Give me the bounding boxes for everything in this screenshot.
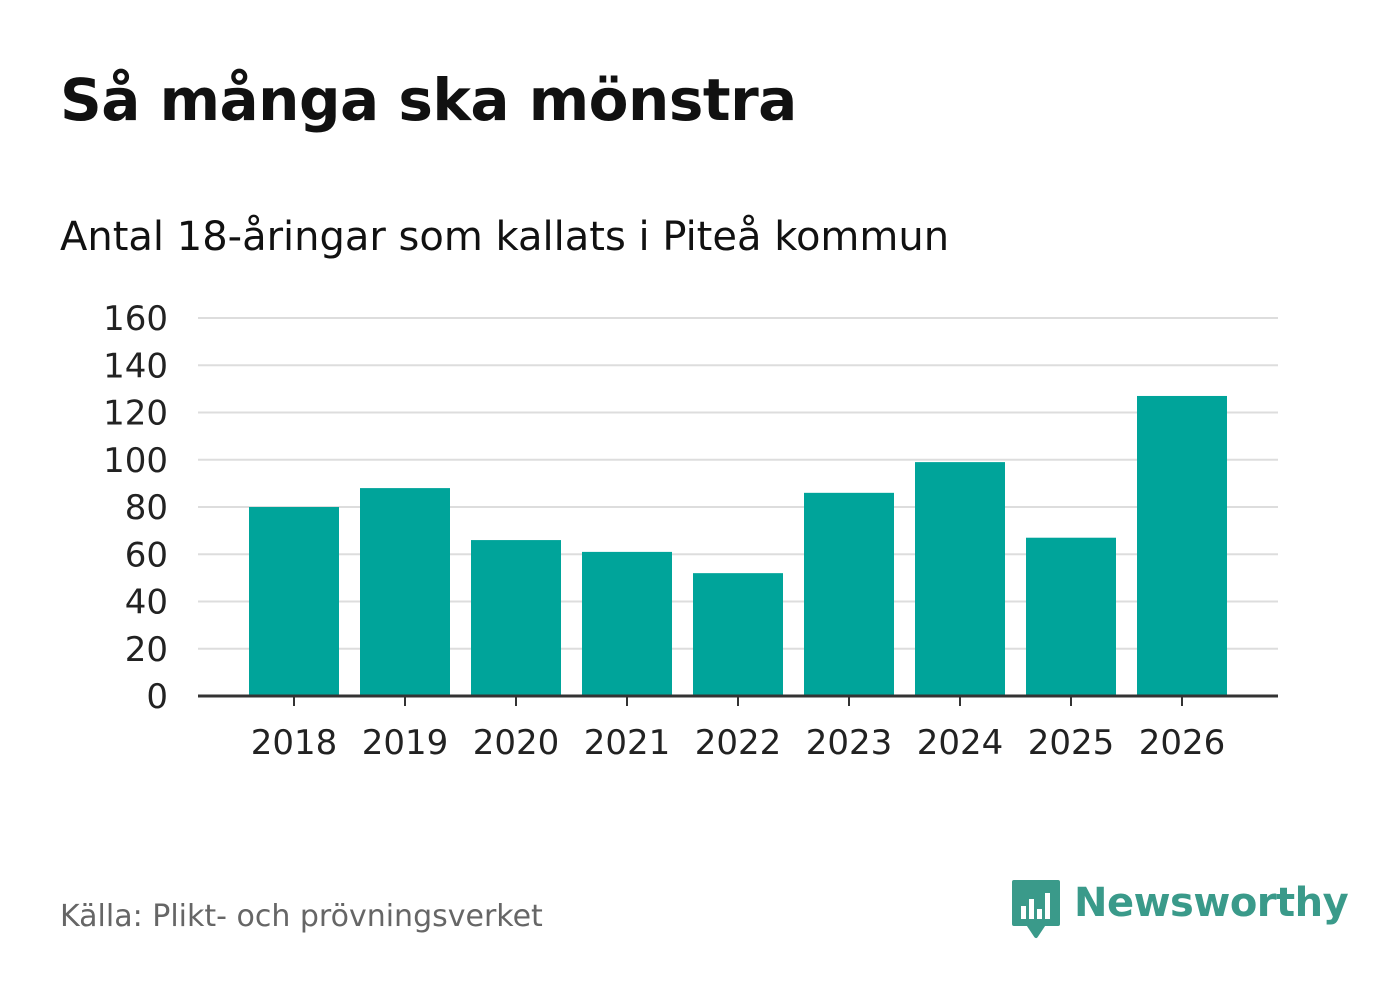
- y-tick-label: 80: [125, 488, 168, 528]
- bar-2023: [804, 492, 894, 696]
- y-tick-label: 40: [125, 583, 168, 623]
- bar-2021: [582, 551, 672, 696]
- x-tick-label: 2026: [1139, 723, 1226, 763]
- bar-2024: [915, 462, 1005, 696]
- bar-2018: [249, 507, 339, 696]
- y-tick-label: 20: [125, 630, 168, 670]
- y-tick-label: 160: [103, 299, 168, 339]
- y-tick-label: 120: [103, 394, 168, 434]
- chart-subtitle: Antal 18-åringar som kallats i Piteå kom…: [60, 214, 950, 260]
- gridlines: [198, 317, 1278, 650]
- y-axis-ticks: 0 20 40 60 80 100 120 140 160: [103, 299, 168, 717]
- y-tick-label: 100: [103, 441, 168, 481]
- bars: [249, 395, 1227, 696]
- y-tick-label: 0: [146, 677, 168, 717]
- x-tick-label: 2023: [806, 723, 893, 763]
- bar-2025: [1026, 537, 1116, 696]
- y-tick-label: 140: [103, 346, 168, 386]
- x-axis-ticks: 2018 2019 2020 2021 2022 2023 2024 2025 2026: [251, 696, 1226, 763]
- bar-2022: [693, 573, 783, 696]
- bar-2019: [360, 488, 450, 696]
- bar-2020: [471, 540, 561, 696]
- source-note: Källa: Plikt- och prövningsverket: [60, 899, 543, 934]
- x-tick-label: 2024: [917, 723, 1004, 763]
- brand-name: Newsworthy: [1074, 880, 1349, 926]
- x-tick-label: 2022: [695, 723, 782, 763]
- newsworthy-icon: [1012, 880, 1060, 938]
- chart-title: Så många ska mönstra: [60, 66, 797, 134]
- x-tick-label: 2020: [473, 723, 560, 763]
- x-tick-label: 2025: [1028, 723, 1115, 763]
- x-tick-label: 2021: [584, 723, 671, 763]
- x-tick-label: 2019: [362, 723, 449, 763]
- newsworthy-logo: Newsworthy: [1010, 878, 1349, 942]
- x-tick-label: 2018: [251, 723, 338, 763]
- y-tick-label: 60: [125, 535, 168, 575]
- bar-2026: [1137, 395, 1227, 696]
